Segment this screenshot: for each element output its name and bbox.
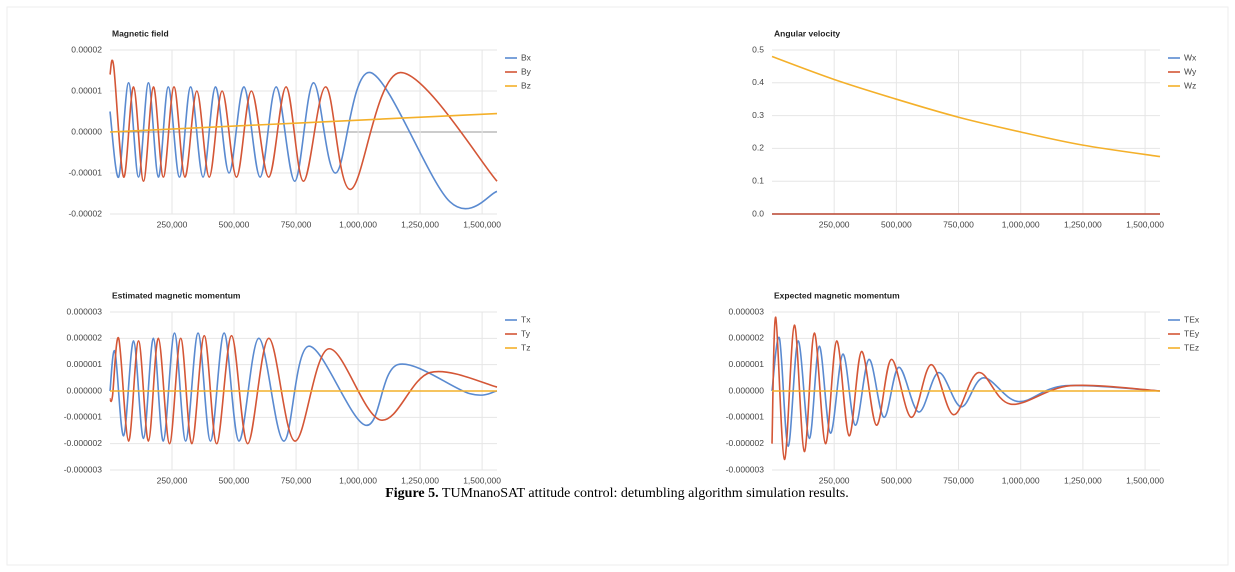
chart-title: Estimated magnetic momentum [112,290,241,300]
legend-label: Bx [521,52,532,62]
x-tick-label: 1,000,000 [339,219,377,229]
legend-label: Wz [1184,80,1196,90]
legend-label: TEx [1184,314,1200,324]
x-tick-label: 1,000,000 [339,475,377,485]
y-tick-label: 0.000000 [67,385,103,395]
y-tick-label: 0.00000 [71,126,102,136]
x-tick-label: 1,250,000 [401,219,439,229]
y-tick-label: 0.000002 [729,333,765,343]
frame [6,6,1229,566]
chart-title: Angular velocity [774,28,840,38]
legend-label: Wx [1184,52,1197,62]
series-line [771,316,1161,461]
legend-label: Tz [521,342,530,352]
legend-label: By [521,66,532,76]
y-tick-label: 0.0 [752,208,764,218]
x-tick-label: 750,000 [943,475,974,485]
y-tick-label: 0.00002 [71,44,102,54]
legend-label: TEz [1184,342,1199,352]
x-tick-label: 750,000 [281,475,312,485]
y-tick-label: 0.000001 [67,359,103,369]
series-line [771,55,1161,158]
y-tick-label: -0.000002 [64,438,103,448]
y-tick-label: 0.2 [752,143,764,153]
series-line [109,334,498,445]
series-line [109,112,498,133]
x-tick-label: 500,000 [219,219,250,229]
caption: Figure 5. TUMnanoSAT attitude control: d… [385,486,849,501]
y-tick-label: -0.000003 [726,464,765,474]
legend-label: Tx [521,314,531,324]
caption-text: TUMnanoSAT attitude control: detumbling … [442,486,849,501]
y-tick-label: 0.00001 [71,85,102,95]
x-tick-label: 500,000 [881,475,912,485]
y-tick-label: 0.000003 [729,306,765,316]
x-tick-label: 750,000 [943,219,974,229]
y-tick-label: -0.000003 [64,464,103,474]
y-tick-label: 0.3 [752,110,764,120]
x-tick-label: 1,500,000 [1126,219,1164,229]
y-tick-label: -0.000001 [64,412,103,422]
y-tick-label: 0.000001 [729,359,765,369]
x-tick-label: 500,000 [881,219,912,229]
y-tick-label: 0.1 [752,175,764,185]
series-line [109,59,498,191]
x-tick-label: 1,250,000 [1064,219,1102,229]
x-tick-label: 1,250,000 [401,475,439,485]
legend-label: TEy [1184,328,1200,338]
x-tick-label: 1,500,000 [463,219,501,229]
y-tick-label: 0.000002 [67,333,103,343]
legend-label: Ty [521,328,531,338]
x-tick-label: 250,000 [819,475,850,485]
x-tick-label: 1,250,000 [1064,475,1102,485]
x-tick-label: 750,000 [281,219,312,229]
series-line [109,332,498,442]
y-tick-label: 0.000003 [67,306,103,316]
y-tick-label: -0.00001 [68,167,102,177]
x-tick-label: 250,000 [819,219,850,229]
y-tick-label: 0.000000 [729,385,765,395]
series-line [771,336,1161,448]
chart-title: Magnetic field [112,28,169,38]
y-tick-label: 0.5 [752,44,764,54]
x-tick-label: 1,000,000 [1002,475,1040,485]
x-tick-label: 250,000 [157,219,188,229]
chart-title: Expected magnetic momentum [774,290,900,300]
x-tick-label: 1,500,000 [1126,475,1164,485]
x-tick-label: 250,000 [157,475,188,485]
x-tick-label: 1,500,000 [463,475,501,485]
y-tick-label: 0.4 [752,77,764,87]
x-tick-label: 500,000 [219,475,250,485]
legend-label: Wy [1184,66,1197,76]
caption-label: Figure 5. [385,486,438,501]
x-tick-label: 1,000,000 [1002,219,1040,229]
y-tick-label: -0.00002 [68,208,102,218]
y-tick-label: -0.000002 [726,438,765,448]
legend-label: Bz [521,80,531,90]
y-tick-label: -0.000001 [726,412,765,422]
